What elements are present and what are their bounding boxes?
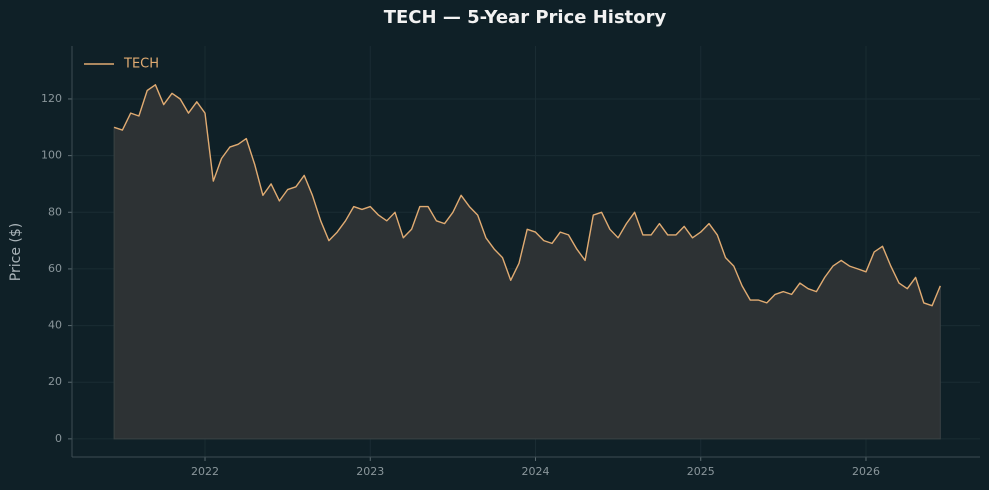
legend-label: TECH [123,57,159,72]
price-line [113,84,941,307]
y-tick-label: 20 [48,375,62,388]
chart-title: TECH — 5-Year Price History [384,7,667,28]
y-tick-label: 60 [48,262,62,275]
x-tick-label: 2025 [687,465,715,478]
x-tick-label: 2023 [356,465,384,478]
y-tick-label: 0 [55,432,62,445]
x-tick-label: 2026 [852,465,880,478]
y-tick-label: 100 [41,149,62,162]
x-tick-label: 2022 [191,465,219,478]
y-tick-label: 120 [41,92,62,105]
y-tick-label: 40 [48,319,62,332]
y-axis-label: Price ($) [8,223,24,281]
y-tick-label: 80 [48,205,62,218]
x-tick-label: 2024 [522,465,550,478]
